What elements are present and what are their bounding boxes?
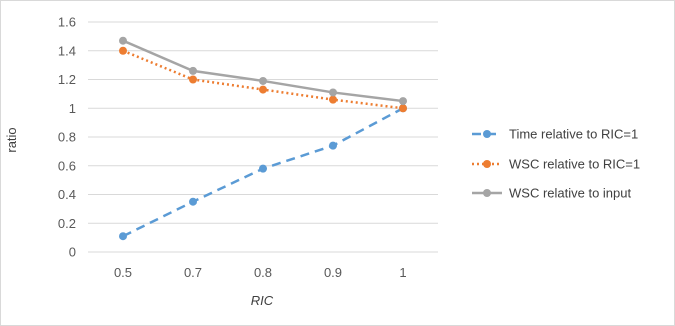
x-tick-label: 0.5 <box>114 265 132 280</box>
x-tick-label: 0.8 <box>254 265 272 280</box>
y-tick-label: 0.6 <box>58 158 76 173</box>
y-tick-label: 0.2 <box>58 216 76 231</box>
data-point <box>259 85 267 94</box>
data-point <box>399 97 407 106</box>
legend-label: WSC relative to input <box>509 186 631 201</box>
x-tick-label: 0.9 <box>324 265 342 280</box>
y-tick-label: 0.4 <box>58 187 76 202</box>
series-0 <box>119 104 407 241</box>
legend-item: Time relative to RIC=1 <box>472 127 638 142</box>
x-tick-label: 0.7 <box>184 265 202 280</box>
x-tick-labels: 0.5 0.7 0.8 0.9 1 <box>114 265 407 280</box>
y-tick-label: 0.8 <box>58 130 76 145</box>
x-axis-title: RIC <box>251 293 274 308</box>
data-point <box>259 164 267 173</box>
legend-marker <box>483 130 491 138</box>
y-tick-label: 1.6 <box>58 15 76 30</box>
grid-lines <box>88 21 438 253</box>
y-tick-labels: 0 0.2 0.4 0.6 0.8 1 1.2 1.4 1.6 <box>58 15 76 260</box>
data-point <box>189 75 197 84</box>
y-tick-label: 0 <box>69 245 76 260</box>
legend-marker <box>483 189 491 197</box>
data-point <box>119 46 127 55</box>
y-tick-label: 1 <box>69 101 76 116</box>
data-point <box>329 88 337 97</box>
legend-label: Time relative to RIC=1 <box>509 127 638 142</box>
legend-marker <box>483 160 491 168</box>
series-lines <box>119 36 407 241</box>
y-tick-label: 1.4 <box>58 43 76 58</box>
y-axis-title: ratio <box>4 127 19 152</box>
x-tick-label: 1 <box>399 265 406 280</box>
data-point <box>329 95 337 104</box>
legend-label: WSC relative to RIC=1 <box>509 157 640 172</box>
legend: Time relative to RIC=1 WSC relative to RI… <box>472 127 640 201</box>
data-point <box>259 76 267 85</box>
data-point <box>119 232 127 241</box>
data-point <box>399 104 407 113</box>
legend-item: WSC relative to input <box>472 186 631 201</box>
legend-item: WSC relative to RIC=1 <box>472 157 640 172</box>
data-point <box>189 197 197 206</box>
series-2 <box>119 36 407 106</box>
y-tick-label: 1.2 <box>58 72 76 87</box>
data-point <box>189 66 197 75</box>
data-point <box>329 141 337 150</box>
series-1 <box>119 46 407 113</box>
data-point <box>119 36 127 45</box>
